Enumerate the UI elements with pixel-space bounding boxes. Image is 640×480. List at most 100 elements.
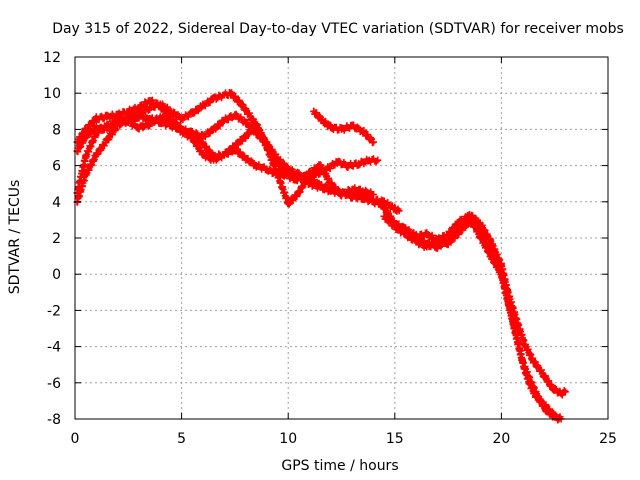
- axis-ticks: 0 5 10 15 20 25 -8 -6 -4 -2 0 2 4 6 8 10 12: [43, 50, 617, 447]
- y-axis-label: SDTVAR / TECUs: [7, 180, 23, 295]
- data-point: [210, 125, 218, 133]
- data-point: [391, 205, 399, 213]
- data-point: [374, 156, 382, 164]
- data-point: [540, 372, 548, 380]
- data-point: [310, 107, 318, 115]
- y-tick-label: -8: [47, 412, 61, 428]
- data-point: [455, 229, 463, 237]
- data-point: [199, 140, 207, 148]
- data-point: [92, 129, 100, 137]
- data-point: [188, 134, 196, 142]
- data-point: [542, 406, 550, 414]
- data-point: [82, 125, 90, 133]
- data-point: [327, 124, 335, 132]
- data-point: [252, 120, 260, 128]
- data-point: [178, 127, 186, 135]
- data-point: [103, 122, 111, 130]
- x-tick-label: 5: [177, 431, 186, 447]
- y-tick-label: 6: [52, 159, 61, 175]
- x-tick-label: 25: [599, 431, 617, 447]
- data-point: [433, 236, 441, 244]
- data-point: [412, 232, 420, 240]
- data-point: [135, 104, 143, 112]
- data-point: [380, 212, 388, 220]
- data-point: [242, 133, 250, 141]
- data-point: [391, 220, 399, 228]
- data-series: [73, 89, 569, 424]
- data-point: [135, 124, 143, 132]
- data-point: [549, 384, 557, 392]
- data-point: [444, 239, 452, 247]
- data-point: [124, 107, 132, 115]
- data-point: [521, 341, 529, 349]
- data-point: [359, 187, 367, 195]
- data-point: [497, 270, 505, 278]
- data-point: [519, 359, 527, 367]
- y-tick-label: -2: [47, 303, 61, 319]
- data-point: [348, 122, 356, 130]
- data-point: [561, 388, 569, 396]
- data-point: [242, 154, 250, 162]
- series-track-4: [73, 113, 377, 208]
- data-point: [263, 144, 271, 151]
- series-track-8: [391, 212, 563, 424]
- data-point: [82, 153, 90, 161]
- data-point: [316, 162, 324, 170]
- data-point: [359, 127, 367, 135]
- data-point: [284, 200, 292, 208]
- data-point: [248, 115, 256, 123]
- data-point: [274, 171, 282, 179]
- data-point: [549, 411, 557, 419]
- x-tick-label: 0: [71, 431, 80, 447]
- data-point: [476, 232, 484, 240]
- data-point: [252, 162, 260, 170]
- data-point: [263, 165, 271, 173]
- data-point: [355, 160, 363, 168]
- data-point: [476, 220, 484, 228]
- data-point: [220, 116, 228, 124]
- data-point: [401, 225, 409, 233]
- y-tick-label: 2: [52, 231, 61, 247]
- data-point: [536, 397, 544, 405]
- data-point: [306, 169, 314, 177]
- x-tick-label: 20: [492, 431, 510, 447]
- x-tick-label: 15: [386, 431, 404, 447]
- data-point: [103, 113, 111, 121]
- data-point: [527, 379, 535, 387]
- y-tick-label: -4: [47, 340, 61, 356]
- y-tick-label: 4: [52, 195, 61, 211]
- data-point: [220, 151, 228, 159]
- data-point: [156, 102, 164, 110]
- data-point: [333, 158, 341, 166]
- data-point: [395, 207, 403, 215]
- data-point: [114, 116, 122, 124]
- series-track-5: [310, 107, 377, 147]
- data-point: [156, 113, 164, 121]
- chart-title: Day 315 of 2022, Sidereal Day-to-day VTE…: [52, 21, 624, 37]
- data-point: [316, 182, 324, 190]
- data-point: [188, 109, 196, 117]
- data-point: [237, 100, 245, 108]
- x-tick-label: 10: [279, 431, 297, 447]
- data-point: [295, 172, 303, 180]
- data-point: [227, 89, 235, 97]
- y-tick-label: 12: [43, 50, 61, 66]
- data-point: [135, 113, 143, 121]
- y-tick-label: 8: [52, 122, 61, 138]
- data-point: [444, 230, 452, 238]
- y-tick-label: -6: [47, 376, 61, 392]
- data-point: [344, 162, 352, 170]
- data-point: [92, 115, 100, 123]
- data-point: [199, 102, 207, 110]
- data-point: [433, 243, 441, 251]
- data-point: [465, 212, 473, 220]
- data-point: [455, 218, 463, 226]
- data-point: [365, 156, 373, 164]
- data-point: [369, 191, 377, 199]
- data-point: [295, 189, 303, 197]
- data-point: [338, 191, 345, 199]
- y-tick-label: 10: [43, 86, 61, 102]
- data-point: [274, 154, 282, 162]
